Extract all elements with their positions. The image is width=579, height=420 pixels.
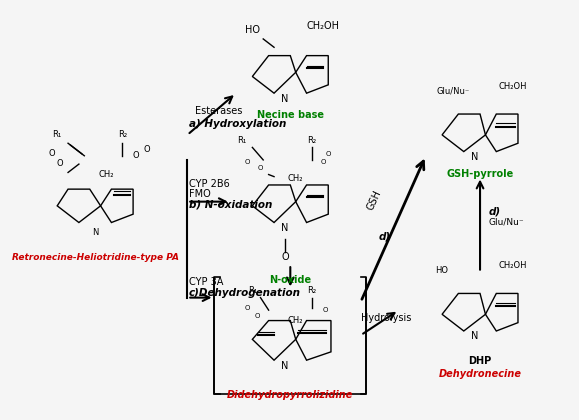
Text: N: N xyxy=(471,331,478,341)
Text: R₂: R₂ xyxy=(307,136,317,145)
Text: Glu/Nu⁻: Glu/Nu⁻ xyxy=(488,218,524,227)
Text: N: N xyxy=(281,360,288,370)
Text: Glu/Nu⁻: Glu/Nu⁻ xyxy=(437,86,470,95)
Text: N: N xyxy=(281,94,288,103)
Text: Necine base: Necine base xyxy=(257,110,324,120)
Text: CH₂OH: CH₂OH xyxy=(499,82,527,91)
Text: N: N xyxy=(281,223,288,233)
Text: O: O xyxy=(281,252,289,262)
Text: FMO: FMO xyxy=(189,189,211,200)
Text: Hydrolysis: Hydrolysis xyxy=(361,312,411,323)
Text: a) Hydroxylation: a) Hydroxylation xyxy=(189,118,286,129)
Text: d): d) xyxy=(488,206,500,216)
Text: HO: HO xyxy=(245,25,260,35)
Text: R₁: R₁ xyxy=(53,130,62,139)
Text: CH₂: CH₂ xyxy=(288,316,303,325)
Text: O: O xyxy=(255,313,261,320)
Text: O: O xyxy=(258,165,263,171)
Text: CH₂OH: CH₂OH xyxy=(306,21,339,31)
Text: DHP: DHP xyxy=(468,357,492,366)
Text: O: O xyxy=(133,151,139,160)
Text: d): d) xyxy=(379,231,391,241)
Text: R₂: R₂ xyxy=(118,130,127,139)
Text: CH₂: CH₂ xyxy=(98,170,113,178)
Text: Dehydronecine: Dehydronecine xyxy=(438,369,522,379)
Text: R₁: R₁ xyxy=(248,286,257,295)
Text: CYP 3A: CYP 3A xyxy=(189,277,223,287)
Text: O: O xyxy=(320,159,325,165)
Text: O: O xyxy=(49,149,55,158)
Text: O: O xyxy=(244,159,250,165)
Text: HO: HO xyxy=(435,265,449,275)
Text: Didehydropyrrolizidine: Didehydropyrrolizidine xyxy=(227,390,354,400)
Text: GSH: GSH xyxy=(365,189,383,212)
Text: O: O xyxy=(323,307,328,313)
Text: N: N xyxy=(92,228,98,237)
Text: CH₂OH: CH₂OH xyxy=(499,261,527,270)
Text: CH₂: CH₂ xyxy=(288,174,303,183)
Text: R₁: R₁ xyxy=(237,136,246,145)
Text: N-oxide: N-oxide xyxy=(269,275,312,285)
Text: b) N-oxidation: b) N-oxidation xyxy=(189,200,272,210)
Text: N: N xyxy=(471,152,478,162)
Text: CYP 2B6: CYP 2B6 xyxy=(189,179,230,189)
Text: Esterases: Esterases xyxy=(196,106,243,116)
Text: O: O xyxy=(57,159,63,168)
Text: Retronecine-Heliotridine-type PA: Retronecine-Heliotridine-type PA xyxy=(12,253,179,262)
Text: O: O xyxy=(144,144,150,154)
Text: O: O xyxy=(244,305,250,311)
Text: c)Dehydrogenation: c)Dehydrogenation xyxy=(189,288,301,297)
Text: R₂: R₂ xyxy=(307,286,317,295)
Text: GSH-pyrrole: GSH-pyrrole xyxy=(446,168,514,178)
Text: O: O xyxy=(325,151,331,157)
